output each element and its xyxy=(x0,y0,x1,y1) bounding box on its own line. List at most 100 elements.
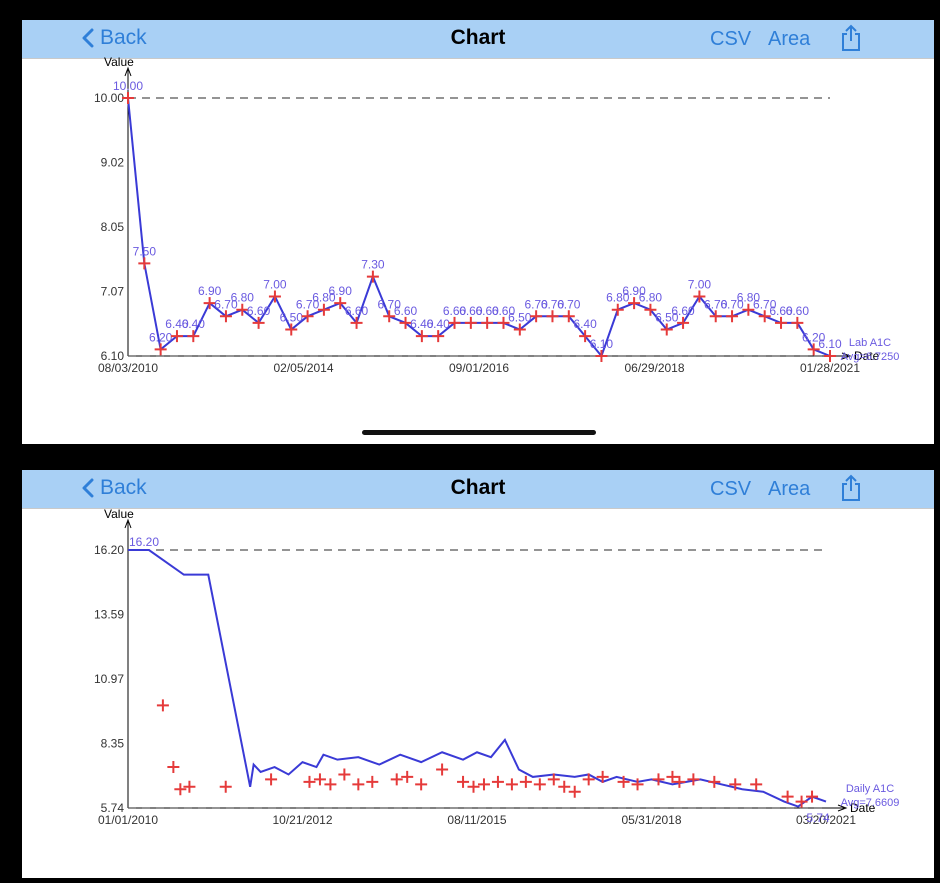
data-point-marker xyxy=(742,303,755,316)
data-point-marker xyxy=(285,323,298,336)
data-point-marker xyxy=(628,297,641,310)
area-button[interactable]: Area xyxy=(768,478,811,500)
back-label: Back xyxy=(100,476,147,499)
share-icon xyxy=(842,474,860,501)
data-label: 6.60 xyxy=(443,304,467,318)
x-axis-title: Date xyxy=(854,349,880,363)
data-point-marker xyxy=(660,323,673,336)
data-point-marker xyxy=(467,780,480,793)
x-tick-label: 02/05/2014 xyxy=(273,361,333,375)
data-point-marker xyxy=(497,316,510,329)
area-button[interactable]: Area xyxy=(768,28,811,50)
data-point-marker xyxy=(644,303,657,316)
data-point-marker xyxy=(505,778,518,791)
data-label: 6.60 xyxy=(394,304,418,318)
y-tick-label: 8.05 xyxy=(101,220,125,234)
data-label: 6.70 xyxy=(704,297,728,311)
data-point-marker xyxy=(758,310,771,323)
lab-a1c-chart: ValueDate10.009.028.057.076.1008/03/2010… xyxy=(94,55,900,375)
chevron-left-icon xyxy=(82,28,94,48)
x-tick-label: 08/03/2010 xyxy=(98,361,158,375)
back-button[interactable]: Back xyxy=(82,26,147,50)
y-tick-label: 6.10 xyxy=(101,349,125,363)
data-label: 10.00 xyxy=(113,79,143,93)
data-point-marker xyxy=(666,770,679,783)
y-axis-title: Value xyxy=(104,507,134,521)
x-tick-label: 01/28/2021 xyxy=(800,361,860,375)
page-title: Chart xyxy=(450,476,506,499)
data-label: 6.10 xyxy=(818,337,842,351)
data-label: 6.20 xyxy=(149,330,173,344)
data-point-marker xyxy=(775,316,788,329)
chevron-left-icon xyxy=(82,478,94,498)
data-label: 6.60 xyxy=(786,304,810,318)
data-point-marker xyxy=(324,778,337,791)
series-line-daily-a1c xyxy=(128,549,827,808)
data-point-marker xyxy=(677,316,690,329)
data-point-marker xyxy=(457,775,470,788)
x-axis-arrow xyxy=(841,352,852,360)
x-tick-label: 05/31/2018 xyxy=(621,813,681,827)
data-label: 6.40 xyxy=(427,317,451,331)
data-point-marker xyxy=(183,780,196,793)
data-label: 7.00 xyxy=(263,277,287,291)
data-point-marker xyxy=(167,761,180,774)
data-point-marker xyxy=(390,773,403,786)
data-point-marker xyxy=(546,310,559,323)
data-point-marker xyxy=(268,290,281,303)
data-point-marker xyxy=(652,773,665,786)
data-point-marker xyxy=(448,316,461,329)
data-label: 6.50 xyxy=(508,311,532,325)
data-label: 6.40 xyxy=(410,317,434,331)
data-point-marker xyxy=(187,330,200,343)
data-label: 6.20 xyxy=(802,330,826,344)
data-label: 7.00 xyxy=(688,277,712,291)
y-axis-arrow xyxy=(124,66,132,77)
legend-series-name: Daily A1C xyxy=(846,783,894,795)
data-point-marker xyxy=(795,795,808,808)
data-point-marker xyxy=(170,330,183,343)
share-icon xyxy=(842,24,860,51)
data-label: 6.40 xyxy=(182,317,206,331)
nav-bar: Back Chart CSV Area xyxy=(22,470,934,509)
y-tick-label: 9.02 xyxy=(101,156,125,170)
share-button[interactable] xyxy=(839,24,863,57)
csv-button[interactable]: CSV xyxy=(710,28,752,50)
y-tick-label: 10.97 xyxy=(94,672,124,686)
x-tick-label: 01/01/2010 xyxy=(98,813,158,827)
share-button[interactable] xyxy=(839,474,863,507)
data-point-marker xyxy=(415,778,428,791)
data-point-marker xyxy=(464,316,477,329)
back-button[interactable]: Back xyxy=(82,476,147,500)
data-label: 6.70 xyxy=(557,297,581,311)
csv-button[interactable]: CSV xyxy=(710,478,752,500)
legend-series-name: Lab A1C xyxy=(849,337,891,349)
data-point-marker xyxy=(154,343,167,356)
data-point-marker xyxy=(313,773,326,786)
data-point-marker xyxy=(122,92,134,104)
data-point-marker xyxy=(303,775,316,788)
y-tick-label: 16.20 xyxy=(94,543,124,557)
data-label: 6.50 xyxy=(280,311,304,325)
data-label: 6.70 xyxy=(541,297,565,311)
data-point-marker xyxy=(352,778,365,791)
data-point-marker xyxy=(338,768,351,781)
data-point-marker xyxy=(582,773,595,786)
data-label: 6.70 xyxy=(378,297,402,311)
data-point-marker xyxy=(334,297,347,310)
legend-average: Avg=6.7250 xyxy=(841,351,900,363)
data-point-marker xyxy=(317,303,330,316)
data-point-marker xyxy=(547,773,560,786)
data-point-marker xyxy=(174,783,187,796)
data-point-marker xyxy=(401,770,414,783)
data-label: 6.60 xyxy=(459,304,483,318)
data-label: 6.70 xyxy=(524,297,548,311)
data-point-marker xyxy=(709,310,722,323)
home-indicator xyxy=(362,430,596,435)
data-label: 6.70 xyxy=(214,297,238,311)
y-tick-label: 7.07 xyxy=(101,285,125,299)
data-point-marker xyxy=(568,785,581,798)
data-point-marker xyxy=(156,699,169,712)
data-label-max: 16.20 xyxy=(129,535,159,549)
data-point-marker xyxy=(595,350,608,362)
